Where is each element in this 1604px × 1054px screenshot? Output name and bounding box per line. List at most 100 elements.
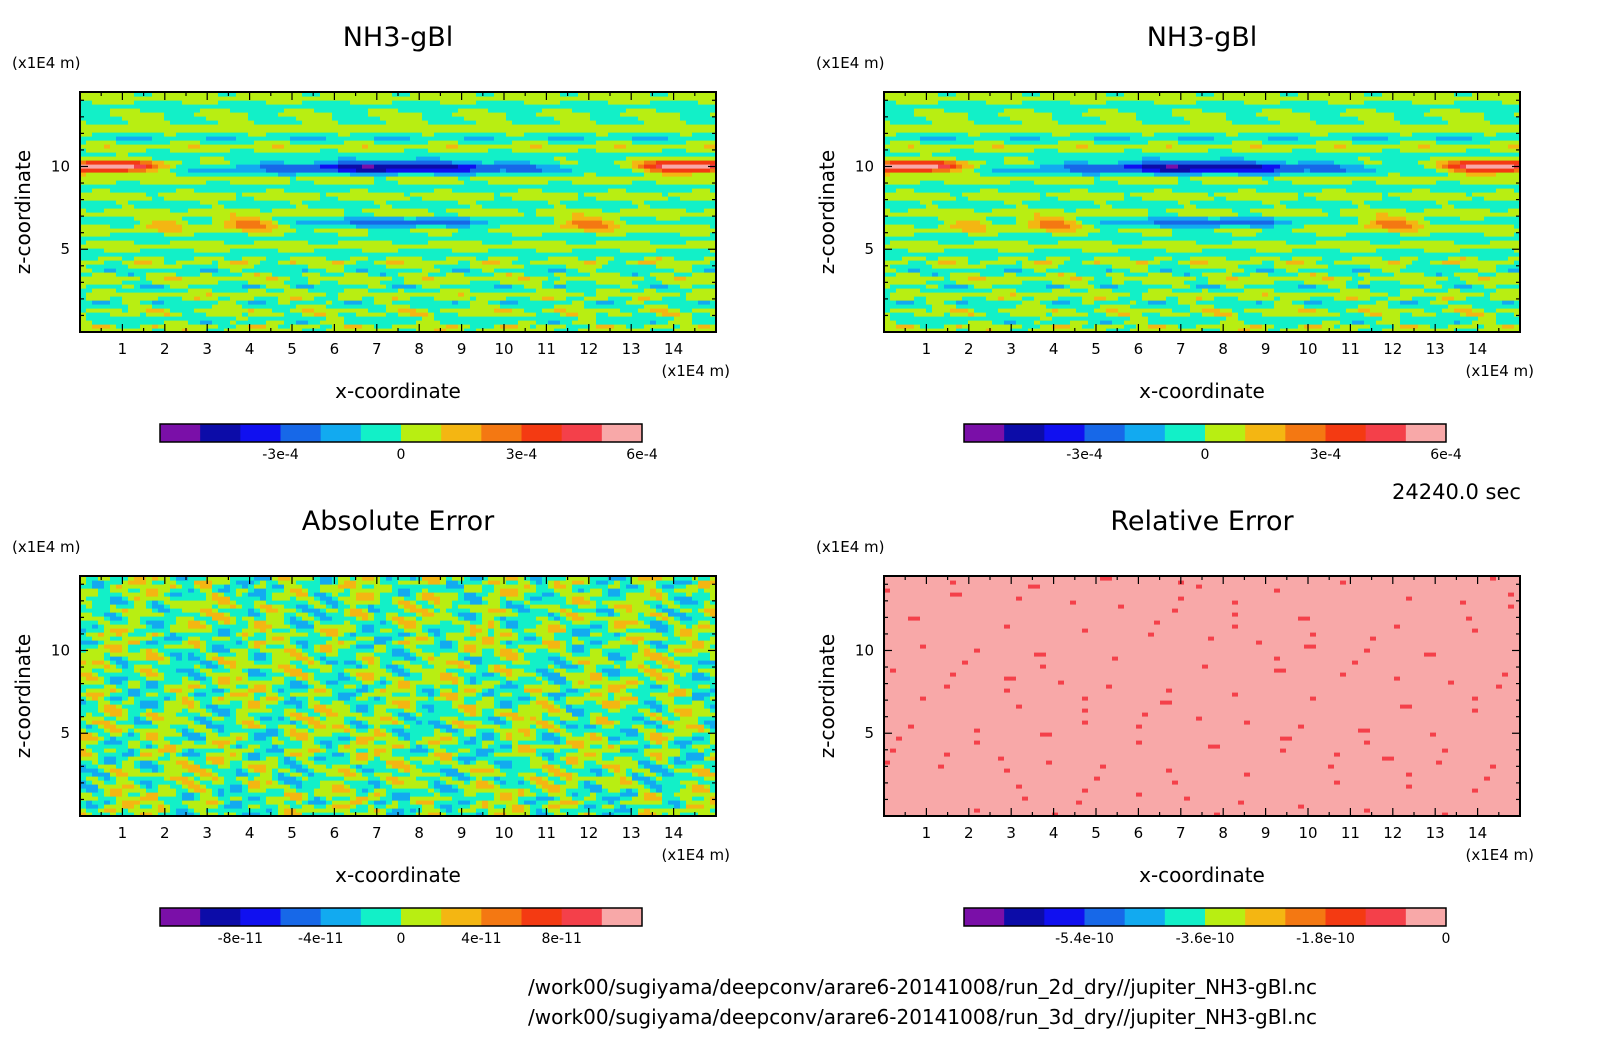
heatmap-cell bbox=[536, 132, 543, 137]
heatmap-cell bbox=[422, 252, 429, 257]
heatmap-cell bbox=[494, 224, 501, 229]
heatmap-cell bbox=[530, 128, 537, 133]
heatmap-cell bbox=[212, 196, 219, 201]
heatmap-cell bbox=[470, 188, 477, 193]
heatmap-cell bbox=[152, 288, 159, 293]
heatmap-cell bbox=[446, 224, 453, 229]
heatmap-cell bbox=[488, 236, 495, 241]
heatmap-cell bbox=[284, 160, 291, 165]
heatmap-cell bbox=[278, 196, 285, 201]
heatmap-cell bbox=[482, 308, 489, 313]
heatmap-cell bbox=[548, 280, 555, 285]
heatmap-cell bbox=[296, 100, 303, 105]
heatmap-cell bbox=[116, 188, 123, 193]
heatmap-cell bbox=[320, 292, 327, 297]
heatmap-cell bbox=[422, 228, 429, 233]
heatmap-cell bbox=[182, 132, 189, 137]
heatmap-cell bbox=[254, 296, 261, 301]
heatmap-cell bbox=[236, 168, 243, 173]
heatmap-cell bbox=[164, 204, 171, 209]
heatmap-cell bbox=[350, 240, 357, 245]
heatmap-cell bbox=[554, 288, 561, 293]
heatmap-cell bbox=[458, 280, 465, 285]
heatmap-cell bbox=[164, 264, 171, 269]
heatmap-cell bbox=[254, 96, 261, 101]
heatmap-cell bbox=[410, 320, 417, 325]
heatmap-cell bbox=[314, 228, 321, 233]
heatmap-cell bbox=[386, 200, 393, 205]
heatmap-cell bbox=[554, 132, 561, 137]
heatmap-cell bbox=[476, 228, 483, 233]
heatmap-cell bbox=[578, 312, 585, 317]
heatmap-cell bbox=[326, 308, 333, 313]
heatmap-cell bbox=[494, 212, 501, 217]
heatmap-cell bbox=[248, 196, 255, 201]
heatmap-cell bbox=[344, 208, 351, 213]
heatmap-cell bbox=[248, 112, 255, 117]
heatmap-cell bbox=[368, 188, 375, 193]
heatmap-cell bbox=[254, 324, 261, 329]
heatmap-cell bbox=[158, 132, 165, 137]
heatmap-cell bbox=[104, 204, 111, 209]
heatmap-cell bbox=[488, 252, 495, 257]
heatmap-cell bbox=[506, 152, 513, 157]
heatmap-cell bbox=[248, 200, 255, 205]
heatmap-cell bbox=[356, 224, 363, 229]
heatmap-cell bbox=[356, 320, 363, 325]
heatmap-cell bbox=[416, 296, 423, 301]
heatmap-cell bbox=[104, 116, 111, 121]
heatmap-cell bbox=[98, 264, 105, 269]
heatmap-cell bbox=[554, 212, 561, 217]
heatmap-cell bbox=[332, 200, 339, 205]
heatmap-cell bbox=[188, 208, 195, 213]
heatmap-cell bbox=[482, 260, 489, 265]
heatmap-cell bbox=[452, 312, 459, 317]
heatmap-cell bbox=[248, 132, 255, 137]
heatmap-cell bbox=[398, 180, 405, 185]
heatmap-cell bbox=[248, 252, 255, 257]
heatmap-cell bbox=[86, 184, 93, 189]
heatmap-cell bbox=[536, 176, 543, 181]
heatmap-cell bbox=[200, 124, 207, 129]
heatmap-cell bbox=[128, 176, 135, 181]
heatmap-cell bbox=[152, 104, 159, 109]
heatmap-cell bbox=[452, 172, 459, 177]
heatmap-cell bbox=[314, 264, 321, 269]
heatmap-cell bbox=[194, 188, 201, 193]
heatmap-cell bbox=[434, 180, 441, 185]
heatmap-cell bbox=[284, 320, 291, 325]
heatmap-cell bbox=[128, 108, 135, 113]
heatmap-cell bbox=[506, 304, 513, 309]
heatmap-cell bbox=[272, 112, 279, 117]
heatmap-cell bbox=[176, 100, 183, 105]
heatmap-cell bbox=[272, 272, 279, 277]
heatmap-cell bbox=[392, 112, 399, 117]
heatmap-cell bbox=[326, 96, 333, 101]
heatmap-cell bbox=[560, 272, 567, 277]
heatmap-cell bbox=[560, 124, 567, 129]
heatmap-cell bbox=[242, 100, 249, 105]
heatmap-cell bbox=[200, 232, 207, 237]
heatmap-cell bbox=[332, 116, 339, 121]
heatmap-cell bbox=[194, 220, 201, 225]
heatmap-cell bbox=[290, 312, 297, 317]
heatmap-cell bbox=[206, 204, 213, 209]
heatmap-cell bbox=[266, 124, 273, 129]
heatmap-cell bbox=[170, 228, 177, 233]
heatmap-cell bbox=[314, 108, 321, 113]
heatmap-cell bbox=[482, 132, 489, 137]
heatmap-cell bbox=[500, 220, 507, 225]
heatmap-cell bbox=[176, 312, 183, 317]
heatmap-cell bbox=[302, 100, 309, 105]
heatmap-cell bbox=[308, 152, 315, 157]
heatmap-cell bbox=[392, 324, 399, 329]
heatmap-cell bbox=[392, 284, 399, 289]
heatmap-cell bbox=[398, 108, 405, 113]
heatmap-cell bbox=[542, 180, 549, 185]
heatmap-cell bbox=[554, 112, 561, 117]
heatmap-cell bbox=[434, 136, 441, 141]
heatmap-cell bbox=[470, 176, 477, 181]
heatmap-cell bbox=[536, 156, 543, 161]
heatmap-cell bbox=[152, 248, 159, 253]
heatmap-cell bbox=[380, 268, 387, 273]
